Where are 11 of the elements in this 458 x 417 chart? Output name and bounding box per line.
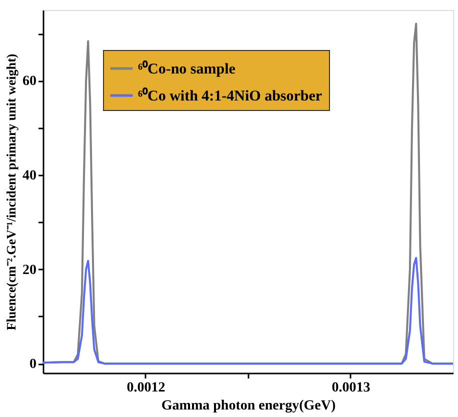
line-series [43, 256, 453, 365]
legend-label: ⁶⁰Co-no sample [138, 60, 236, 78]
x-tick-label: 0.0012 [126, 380, 166, 396]
x-axis-title: Gamma photon energy(GeV) [161, 398, 336, 414]
y-axis-title: Fluence(cm⁻².GeV⁻¹/incident primary unit weight) [4, 54, 18, 330]
y-tick-label: 40 [22, 168, 36, 184]
x-tick-label: 0.0013 [332, 380, 370, 396]
y-tick-label: 20 [22, 262, 36, 278]
legend-label: ⁶⁰Co with 4:1-4NiO absorber [138, 86, 322, 104]
y-tick-label: 60 [22, 74, 36, 90]
y-tick-label: 0 [30, 357, 36, 372]
